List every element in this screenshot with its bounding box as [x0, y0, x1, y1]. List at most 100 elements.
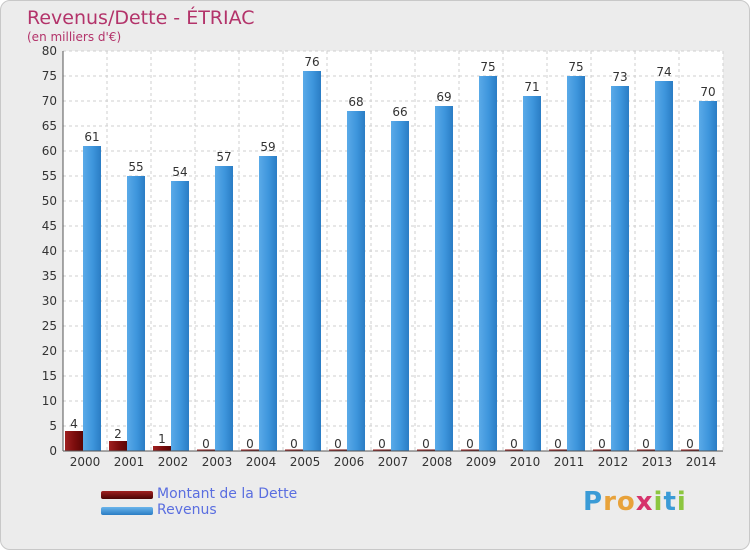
- debt-bar: [505, 449, 523, 451]
- y-tick-label: 30: [42, 294, 57, 308]
- legend-swatch-dette: [101, 491, 153, 499]
- legend-swatch-revenus: [101, 507, 153, 515]
- debt-bar: [241, 449, 259, 451]
- revenue-data-label: 69: [436, 90, 451, 104]
- x-tick-label: 2008: [422, 455, 453, 469]
- x-tick-label: 2012: [598, 455, 629, 469]
- debt-bar: [417, 449, 435, 451]
- x-tick-label: 2007: [378, 455, 409, 469]
- y-tick-label: 75: [42, 69, 57, 83]
- y-tick-label: 20: [42, 344, 57, 358]
- revenue-bar: [171, 181, 189, 451]
- x-tick-label: 2011: [554, 455, 585, 469]
- x-tick-label: 2006: [334, 455, 365, 469]
- revenue-bar: [347, 111, 365, 451]
- debt-data-label: 0: [246, 437, 254, 451]
- x-tick-label: 2003: [202, 455, 233, 469]
- debt-data-label: 4: [70, 417, 78, 431]
- revenue-data-label: 70: [700, 85, 715, 99]
- debt-data-label: 0: [554, 437, 562, 451]
- revenue-bar: [611, 86, 629, 451]
- debt-bar: [681, 449, 699, 451]
- debt-data-label: 0: [598, 437, 606, 451]
- y-tick-label: 5: [49, 419, 57, 433]
- chart-subtitle: (en milliers d'€): [27, 30, 122, 44]
- revenue-bar: [215, 166, 233, 451]
- logo-letter: x: [635, 487, 654, 517]
- debt-bar: [197, 449, 215, 451]
- revenue-bar: [303, 71, 321, 451]
- revenue-data-label: 54: [172, 165, 187, 179]
- debt-bar: [285, 449, 303, 451]
- revenue-data-label: 76: [304, 55, 319, 69]
- debt-bar: [593, 449, 611, 451]
- revenue-bar: [391, 121, 409, 451]
- revenue-data-label: 73: [612, 70, 627, 84]
- x-tick-label: 2010: [510, 455, 541, 469]
- y-tick-label: 45: [42, 219, 57, 233]
- logo-letter: i: [676, 487, 687, 517]
- revenue-bar: [655, 81, 673, 451]
- debt-bar: [153, 446, 171, 451]
- x-tick-label: 2004: [246, 455, 277, 469]
- debt-data-label: 0: [466, 437, 474, 451]
- x-tick-label: 2013: [642, 455, 673, 469]
- revenue-data-label: 75: [568, 60, 583, 74]
- x-tick-label: 2001: [114, 455, 145, 469]
- revenue-bar: [259, 156, 277, 451]
- y-tick-label: 10: [42, 394, 57, 408]
- revenue-bar: [479, 76, 497, 451]
- x-tick-label: 2000: [70, 455, 101, 469]
- revenue-bar: [435, 106, 453, 451]
- y-tick-label: 25: [42, 319, 57, 333]
- debt-data-label: 0: [378, 437, 386, 451]
- debt-data-label: 0: [202, 437, 210, 451]
- revenue-data-label: 68: [348, 95, 363, 109]
- y-tick-label: 55: [42, 169, 57, 183]
- y-tick-label: 35: [42, 269, 57, 283]
- y-tick-label: 70: [42, 94, 57, 108]
- revenue-bar: [523, 96, 541, 451]
- debt-bar: [637, 449, 655, 451]
- debt-bar: [373, 449, 391, 451]
- revenue-bar: [83, 146, 101, 451]
- revenue-bar: [567, 76, 585, 451]
- debt-data-label: 0: [642, 437, 650, 451]
- debt-data-label: 0: [510, 437, 518, 451]
- revenue-data-label: 75: [480, 60, 495, 74]
- legend-label-dette: Montant de la Dette: [157, 486, 298, 502]
- chart-title: Revenus/Dette - ÉTRIAC: [27, 7, 255, 29]
- debt-bar: [329, 449, 347, 451]
- debt-bar: [461, 449, 479, 451]
- x-tick-label: 2014: [686, 455, 717, 469]
- logo-letter: o: [616, 487, 636, 517]
- x-tick-label: 2002: [158, 455, 189, 469]
- x-tick-label: 2009: [466, 455, 497, 469]
- legend-label-revenus: Revenus: [157, 502, 217, 518]
- logo-letter: i: [653, 487, 664, 517]
- debt-bar: [549, 449, 567, 451]
- debt-data-label: 1: [158, 432, 166, 446]
- y-tick-label: 60: [42, 144, 57, 158]
- y-tick-label: 80: [42, 44, 57, 58]
- y-tick-label: 40: [42, 244, 57, 258]
- logo-letter: P: [583, 487, 604, 517]
- revenue-data-label: 66: [392, 105, 407, 119]
- y-tick-label: 15: [42, 369, 57, 383]
- proxiti-logo: Proxiti: [583, 487, 687, 517]
- revenue-data-label: 59: [260, 140, 275, 154]
- y-tick-label: 50: [42, 194, 57, 208]
- bars-layer: [65, 71, 717, 451]
- y-tick-label: 0: [49, 444, 57, 458]
- revenue-bar: [127, 176, 145, 451]
- logo-letter: r: [603, 487, 617, 517]
- debt-data-label: 2: [114, 427, 122, 441]
- revenue-bar: [699, 101, 717, 451]
- revenue-data-label: 55: [128, 160, 143, 174]
- debt-data-label: 0: [290, 437, 298, 451]
- debt-data-label: 0: [686, 437, 694, 451]
- x-tick-label: 2005: [290, 455, 321, 469]
